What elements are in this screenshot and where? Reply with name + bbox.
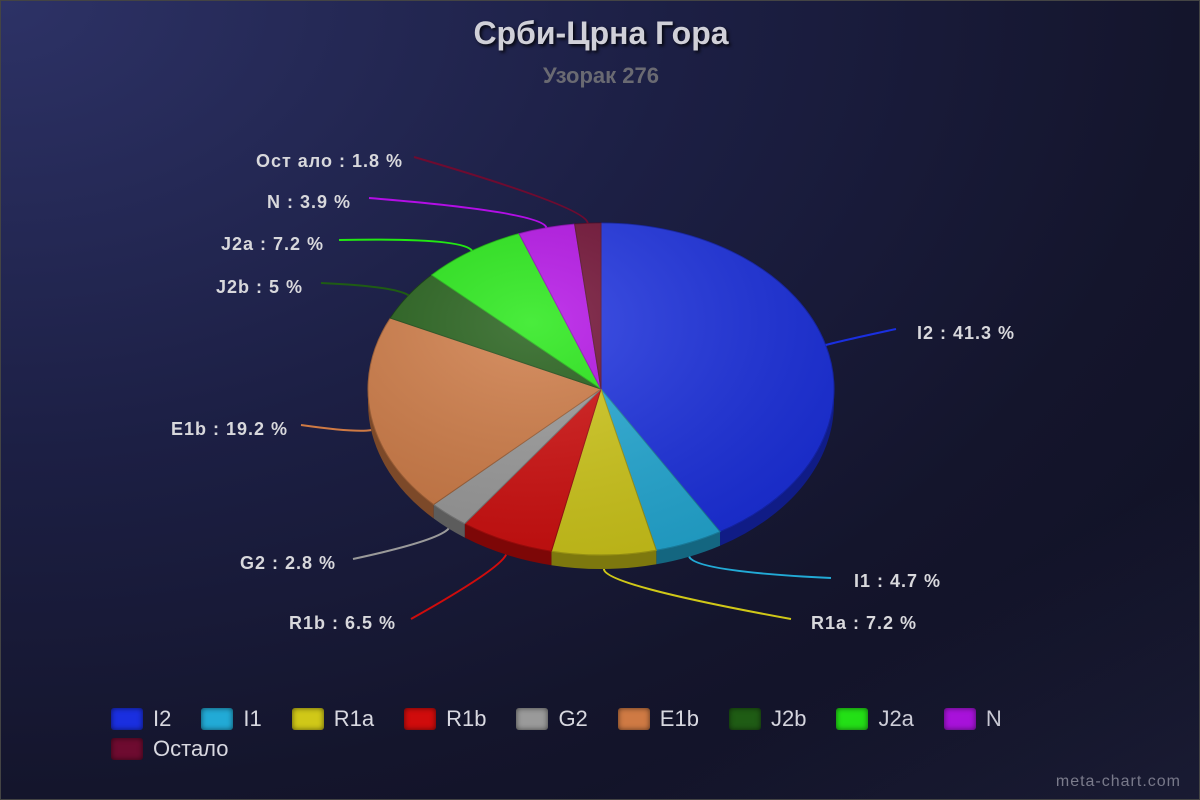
data-label-N: N : 3.9 %: [267, 192, 351, 212]
leader-line-Остало: [413, 156, 589, 224]
chart-subtitle: Узорак 276: [543, 63, 659, 88]
legend-item-E1b: E1b: [617, 705, 699, 733]
legend-label: J2b: [770, 706, 807, 731]
legend-item-N: N: [943, 705, 1002, 733]
legend-label: R1a: [333, 706, 375, 731]
legend-label: J2a: [878, 706, 914, 731]
watermark: meta-chart.com: [1055, 773, 1181, 790]
legend-item-I2: I2: [111, 705, 171, 733]
data-label-Остало: Ост ало : 1.8 %: [256, 151, 403, 171]
legend-swatch: [617, 708, 650, 730]
legend-item-Остало: Остало: [111, 735, 229, 763]
legend-swatch: [111, 708, 143, 730]
leader-line-G2: [352, 527, 450, 560]
legend-swatch: [404, 708, 437, 730]
legend-item-G2: G2: [516, 705, 588, 733]
chart-title: Срби-Црна Гора: [473, 15, 729, 51]
legend: I2 I1 R1a R1b G2 E1b J2b J2a N Остало: [111, 705, 1111, 763]
legend-item-J2b: J2b: [728, 705, 807, 733]
leader-line-R1a: [602, 568, 792, 620]
leader-line-I2: [825, 328, 897, 346]
data-label-G2: G2 : 2.8 %: [240, 553, 336, 573]
legend-label: Остало: [153, 736, 229, 761]
data-label-E1b: E1b : 19.2 %: [171, 419, 288, 439]
data-label-J2b: J2b : 5 %: [216, 277, 303, 297]
legend-swatch: [291, 708, 324, 730]
leader-line-R1b: [410, 554, 508, 620]
legend-swatch: [728, 708, 761, 730]
data-label-I2: I2 : 41.3 %: [917, 323, 1015, 343]
data-label-R1a: R1a : 7.2 %: [811, 613, 917, 633]
legend-swatch: [111, 738, 143, 760]
legend-item-I1: I1: [201, 705, 262, 733]
legend-swatch: [516, 708, 549, 730]
legend-label: E1b: [659, 706, 699, 731]
legend-item-J2a: J2a: [836, 705, 914, 733]
legend-item-R1b: R1b: [404, 705, 486, 733]
legend-label: N: [985, 706, 1002, 731]
legend-item-R1a: R1a: [291, 705, 375, 733]
leader-line-E1b: [300, 424, 372, 432]
legend-swatch: [943, 708, 976, 730]
data-label-I1: I1 : 4.7 %: [854, 571, 941, 591]
legend-label: I1: [243, 706, 262, 731]
leader-line-N: [368, 197, 548, 229]
legend-swatch: [836, 708, 869, 730]
leader-line-J2a: [338, 238, 473, 252]
legend-swatch: [201, 708, 234, 730]
legend-label: I2: [153, 706, 172, 731]
leader-line-I1: [688, 556, 832, 579]
legend-label: R1b: [446, 706, 487, 731]
data-label-R1b: R1b : 6.5 %: [289, 613, 396, 633]
legend-label: G2: [558, 706, 588, 731]
leader-line-J2b: [320, 282, 410, 297]
data-label-J2a: J2a : 7.2 %: [221, 234, 324, 254]
